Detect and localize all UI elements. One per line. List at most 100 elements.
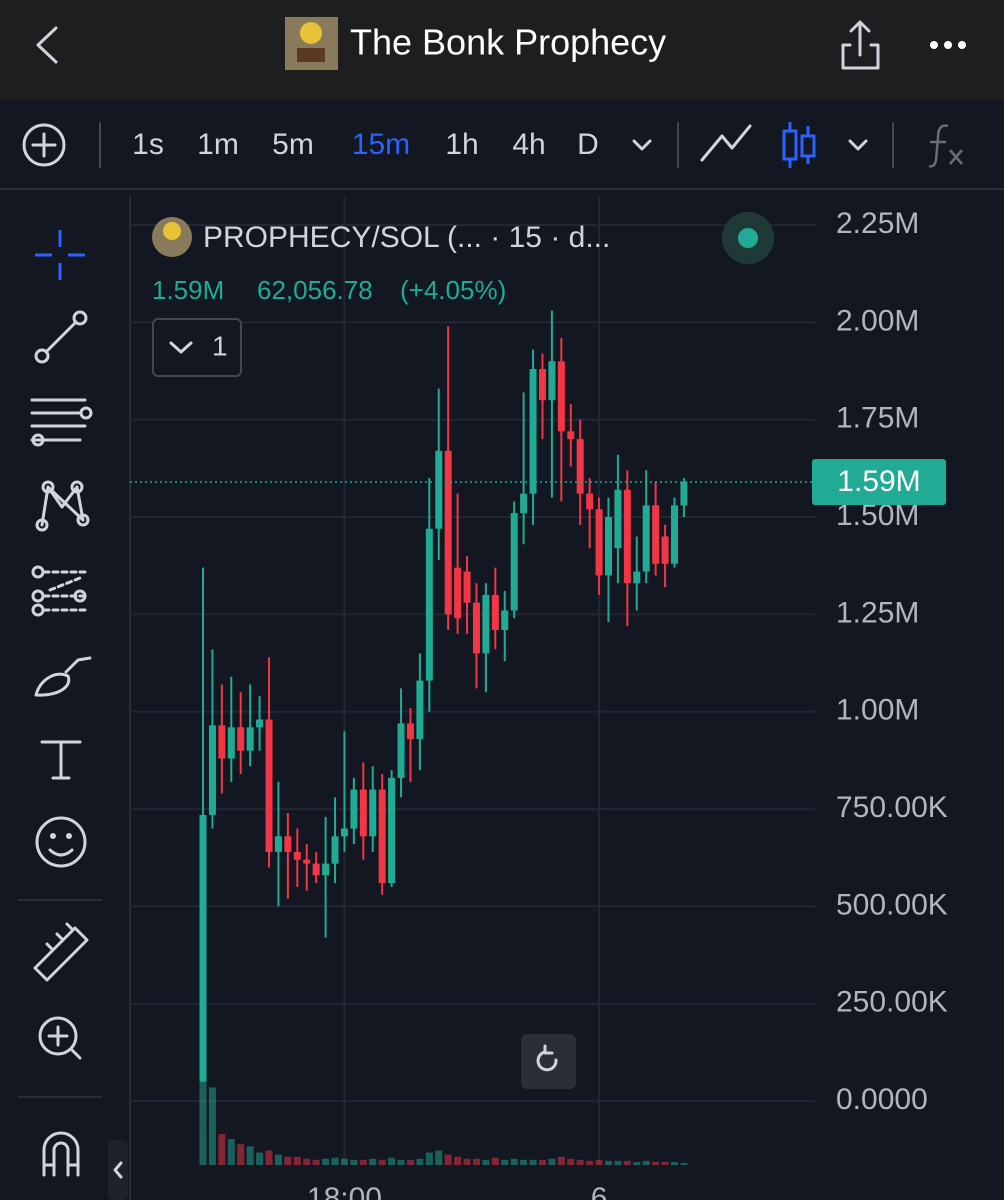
y-tick-label: 2.25M [836, 207, 919, 240]
page-title: The Bonk Prophecy [350, 22, 666, 63]
text-tool[interactable] [40, 740, 82, 780]
trend-line-tool[interactable] [34, 310, 88, 364]
interval-button[interactable]: 1s [132, 128, 164, 161]
interval-dropdown[interactable] [632, 139, 652, 151]
volume-bar [256, 1152, 264, 1165]
y-tick-label: 1.25M [836, 596, 919, 629]
header-bar [0, 0, 1004, 100]
candle-body [491, 594, 499, 630]
volume-bar [303, 1158, 311, 1165]
market-status[interactable] [738, 228, 758, 248]
y-tick-label: 250.00K [836, 986, 948, 1019]
volume-bar [208, 1087, 216, 1165]
magnet-tool[interactable] [42, 1131, 80, 1177]
volume-bar [671, 1161, 678, 1165]
volume-bar [491, 1157, 499, 1165]
symbol-label[interactable]: PROPHECY/SOL (... · 15 · d... [203, 221, 610, 254]
candle-body [529, 369, 537, 494]
ruler-tool[interactable] [33, 922, 89, 982]
volume-bar [274, 1154, 282, 1165]
indicators-toggle[interactable]: 1 [152, 318, 242, 377]
candle-body [406, 723, 414, 739]
candle-body [331, 836, 339, 864]
volume-bar [331, 1157, 339, 1165]
candle-body [576, 439, 584, 494]
legend-change-pct: (+4.05%) [400, 275, 506, 305]
legend-change: 62,056.78 [257, 275, 373, 305]
collapse-tools-tab[interactable] [108, 1140, 128, 1200]
interval-button[interactable]: 1m [197, 128, 239, 161]
candle-body [520, 493, 528, 514]
crosshair-tool[interactable] [35, 230, 85, 280]
interval-button[interactable]: 1h [445, 128, 478, 161]
volume-bar [312, 1159, 320, 1165]
volume-bar [350, 1159, 358, 1165]
candle-body [303, 859, 311, 864]
zoom-tool[interactable] [38, 1016, 82, 1060]
interval-button[interactable]: 15m [352, 128, 410, 161]
candle-body [586, 493, 594, 510]
volume-bar [633, 1161, 641, 1165]
pattern-tool[interactable] [35, 480, 90, 532]
chart-type-dropdown[interactable] [848, 139, 868, 151]
x-tick-label: 18:00 [307, 1182, 382, 1200]
volume-bar [416, 1158, 424, 1165]
candle-body [227, 727, 235, 759]
candle-chart-button[interactable] [782, 122, 816, 168]
candle-body [538, 369, 546, 401]
candle-body [482, 594, 490, 654]
candle-body [237, 727, 245, 751]
volume-bar [199, 1077, 207, 1165]
volume-bar [623, 1160, 631, 1165]
volume-bar [444, 1154, 452, 1165]
volume-bar [378, 1159, 386, 1165]
candle-body [397, 723, 405, 778]
candle-body [510, 513, 518, 611]
volume-bar [246, 1146, 254, 1165]
candle-body [680, 481, 688, 506]
volume-bar [576, 1159, 584, 1165]
add-symbol-button[interactable] [22, 123, 66, 167]
candle-body [652, 505, 660, 564]
volume-bar [614, 1160, 622, 1165]
volume-bar [265, 1150, 273, 1165]
y-tick-label: 750.00K [836, 791, 948, 824]
back-button[interactable] [36, 26, 58, 64]
volume-bar [340, 1158, 348, 1165]
candle-body [265, 719, 273, 852]
candle-body [199, 814, 207, 1082]
interval-button[interactable]: D [577, 128, 599, 161]
volume-bar [604, 1160, 612, 1165]
share-button[interactable] [841, 20, 880, 70]
interval-button[interactable]: 4h [512, 128, 545, 161]
y-tick-label: 1.75M [836, 402, 919, 435]
candle-body [340, 828, 348, 837]
brush-tool[interactable] [34, 656, 92, 697]
candle-body [293, 851, 301, 860]
volume-bar [472, 1158, 480, 1165]
volume-bar [227, 1139, 235, 1165]
volume-bar [218, 1133, 226, 1165]
indicators-button[interactable] [928, 124, 963, 168]
volume-bar [642, 1160, 650, 1165]
interval-button[interactable]: 5m [272, 128, 314, 161]
projection-tool[interactable] [31, 565, 87, 617]
chart-panel [130, 197, 1004, 1200]
candle-body [350, 789, 358, 829]
candle-body [444, 450, 452, 615]
emoji-tool[interactable] [35, 816, 87, 868]
more-button[interactable] [930, 41, 966, 49]
candle-body [614, 489, 622, 549]
candle-body [671, 505, 678, 564]
fib-tool[interactable] [30, 398, 93, 447]
candle-body [218, 725, 226, 759]
candle-body [454, 567, 462, 619]
line-chart-button[interactable] [700, 124, 752, 162]
volume-bar [595, 1159, 603, 1165]
volume-bar [322, 1158, 330, 1165]
reset-chart-button[interactable] [521, 1034, 576, 1089]
volume-bar [435, 1150, 443, 1165]
volume-bar [237, 1144, 245, 1165]
y-tick-label: 0.0000 [836, 1083, 928, 1116]
candle-body [388, 777, 396, 884]
